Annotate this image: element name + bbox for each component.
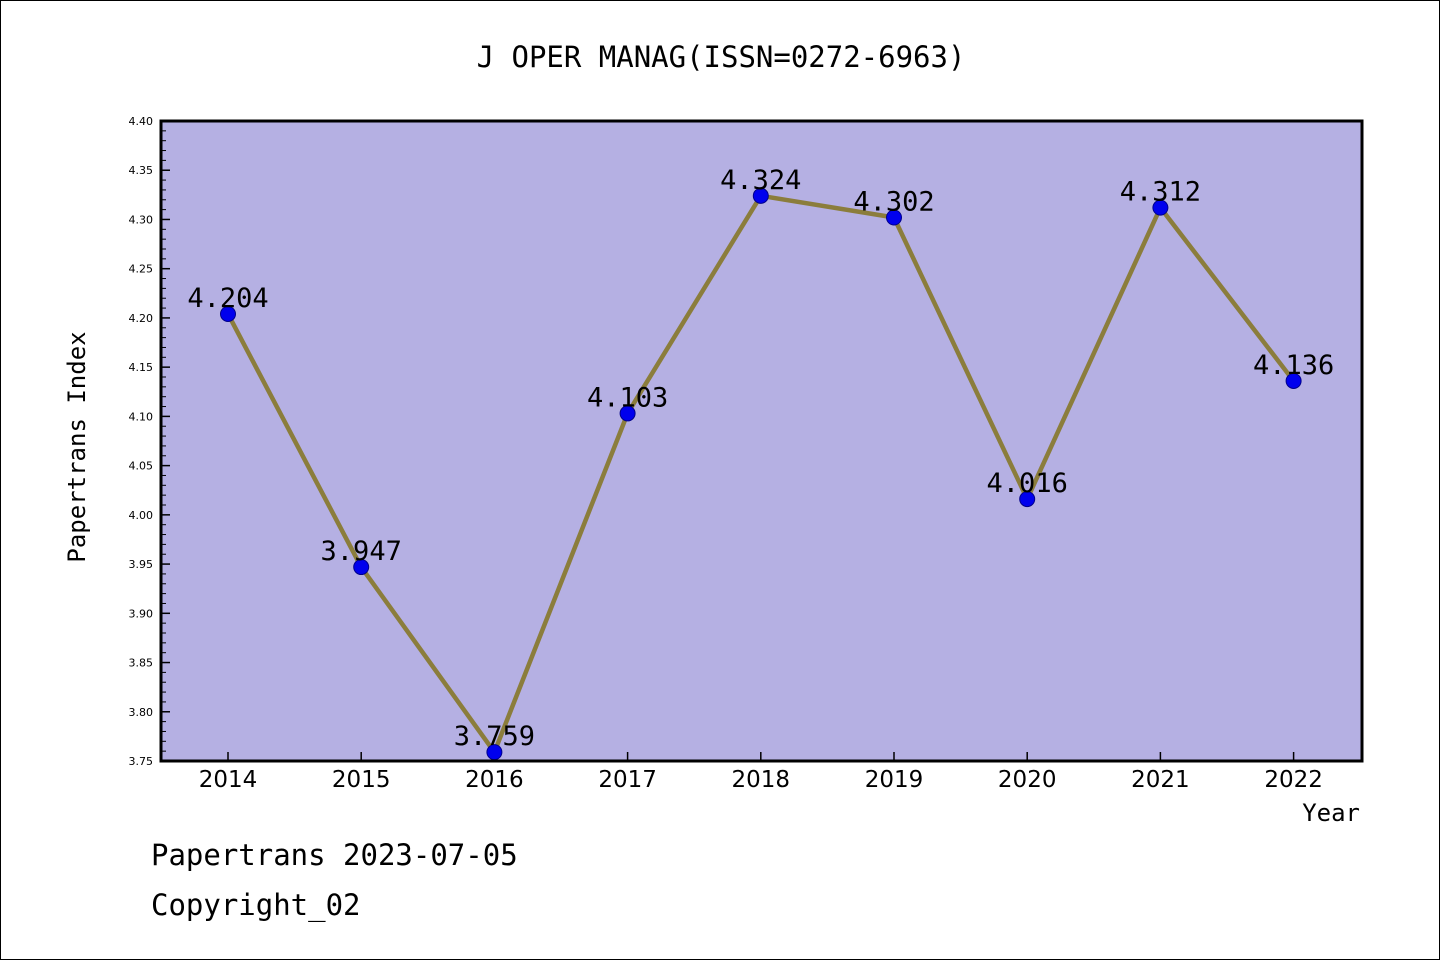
x-axis: 2014 2015 2016 2017 2018 2019 2020 2021 2022 (199, 752, 1323, 793)
data-point (1152, 199, 1169, 216)
data-label: 4.312 (1120, 177, 1201, 208)
data-point (619, 405, 636, 422)
y-tick-label: 4.25 (129, 263, 154, 276)
plot-area (161, 121, 1362, 761)
data-label: 4.302 (853, 186, 934, 217)
series-layer: 4.204 3.947 3.759 4.103 4.324 4.302 4.016 4.312… (187, 165, 1334, 761)
data-point (886, 209, 902, 226)
data-point (752, 187, 769, 204)
x-tick-label: 2022 (1264, 767, 1323, 793)
y-tick-label: 4.00 (129, 509, 154, 522)
x-tick-label: 2014 (199, 767, 258, 793)
y-tick-label: 4.35 (129, 164, 154, 177)
y-axis-label: Papertrans Index (63, 331, 91, 562)
chart-title: J OPER MANAG(ISSN=0272-6963) (477, 40, 966, 74)
data-point (1019, 491, 1036, 508)
data-point (220, 305, 236, 322)
x-tick-label: 2017 (598, 767, 657, 793)
data-label: 4.204 (187, 283, 268, 314)
y-tick-label: 4.40 (129, 115, 154, 128)
data-label: 4.324 (720, 165, 801, 196)
y-tick-label: 3.80 (129, 706, 154, 719)
footer-date: Papertrans 2023-07-05 (151, 838, 518, 872)
x-tick-label: 2018 (732, 767, 791, 793)
y-tick-label: 4.10 (129, 410, 154, 423)
x-tick-label: 2016 (465, 767, 524, 793)
x-tick-label: 2020 (998, 767, 1057, 793)
plot-frame (159, 119, 1364, 763)
y-tick-label: 4.05 (129, 460, 154, 473)
data-label: 4.016 (987, 468, 1068, 499)
y-tick-label: 3.75 (129, 755, 154, 768)
data-label: 3.759 (454, 721, 535, 752)
data-point (353, 559, 370, 576)
data-label: 4.136 (1253, 350, 1334, 381)
y-tick-label: 4.20 (129, 312, 154, 325)
y-tick-label: 4.15 (129, 361, 154, 374)
y-tick-label: 4.30 (129, 213, 154, 226)
x-axis-label: Year (1302, 799, 1360, 827)
y-tick-label: 3.85 (129, 657, 154, 670)
footer-copyright: Copyright_02 (151, 888, 361, 923)
data-label: 4.103 (587, 382, 668, 413)
data-point (1285, 372, 1302, 389)
x-tick-label: 2021 (1131, 767, 1190, 793)
y-tick-label: 3.90 (129, 607, 154, 620)
x-tick-label: 2015 (332, 767, 391, 793)
y-tick-label: 3.95 (129, 558, 154, 571)
data-label: 3.947 (321, 536, 402, 567)
x-tick-label: 2019 (865, 767, 924, 793)
